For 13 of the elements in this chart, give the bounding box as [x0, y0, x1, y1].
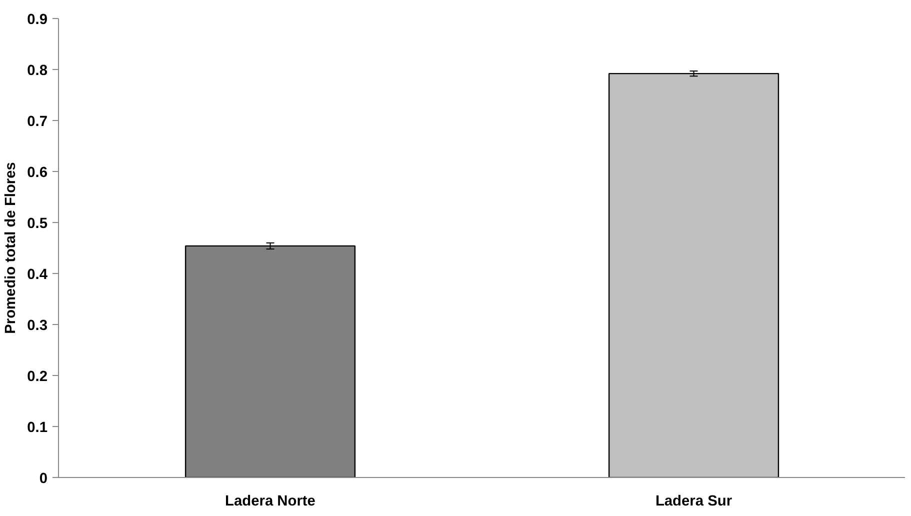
y-tick-label: 0	[39, 471, 48, 487]
y-tick-label: 0.3	[27, 318, 48, 334]
x-tick-label: Ladera Norte	[225, 494, 316, 510]
y-axis-title: Promedio total de Flores	[3, 162, 20, 334]
y-tick-label: 0.8	[27, 63, 48, 79]
y-tick-label: 0.2	[27, 369, 48, 385]
y-tick-label: 0.9	[27, 12, 48, 28]
y-tick-label: 0.6	[27, 165, 48, 181]
x-tick-label: Ladera Sur	[655, 494, 732, 510]
y-tick-label: 0.7	[27, 114, 48, 130]
y-tick-label: 0.1	[27, 420, 48, 436]
y-tick-label: 0.4	[27, 267, 48, 283]
y-tick-label: 0.5	[27, 216, 48, 232]
